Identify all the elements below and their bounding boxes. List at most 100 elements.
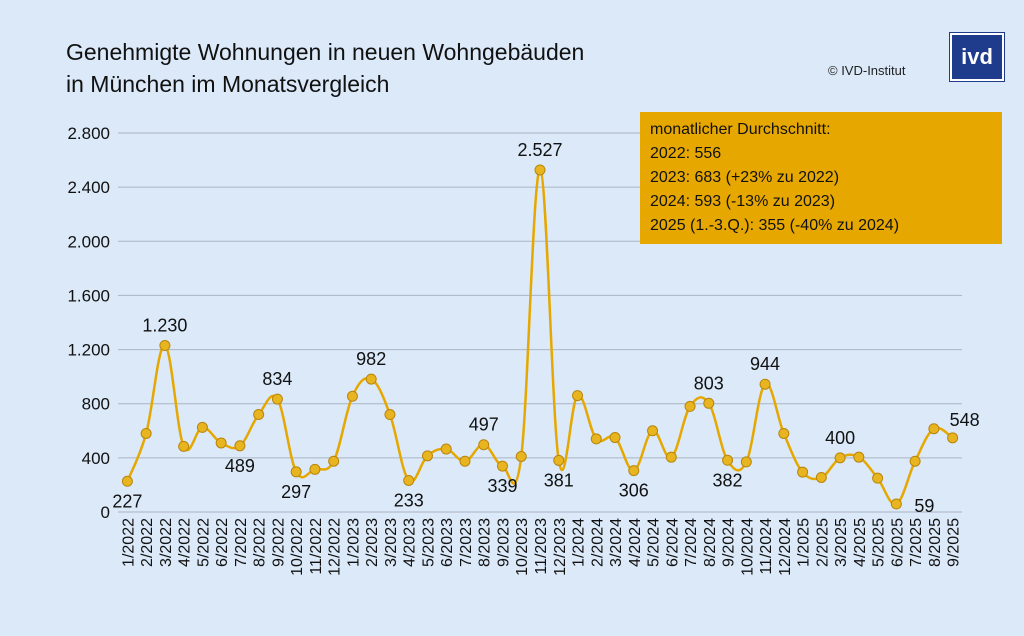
data-point-7-2022 bbox=[234, 440, 246, 452]
data-label: 803 bbox=[694, 373, 724, 393]
x-tick-label: 9/2025 bbox=[946, 518, 963, 567]
x-tick-label: 6/2025 bbox=[889, 518, 906, 567]
data-point-3-2025 bbox=[834, 452, 846, 464]
data-point-8-2025 bbox=[928, 423, 940, 435]
data-label: 297 bbox=[281, 482, 311, 502]
x-tick-label: 11/2024 bbox=[758, 518, 775, 575]
x-tick-label: 2/2024 bbox=[589, 518, 606, 567]
data-label: 548 bbox=[950, 410, 980, 430]
data-label: 944 bbox=[750, 354, 780, 374]
data-point-12-2024 bbox=[778, 427, 790, 439]
x-tick-label: 8/2023 bbox=[477, 518, 494, 567]
x-tick-label: 4/2025 bbox=[852, 518, 869, 567]
x-tick-label: 8/2022 bbox=[252, 518, 269, 567]
data-point-11-2024 bbox=[759, 378, 771, 390]
x-tick-label: 2/2023 bbox=[364, 518, 381, 567]
data-point-9-2025 bbox=[947, 432, 959, 444]
data-point-2-2022 bbox=[140, 427, 152, 439]
data-point-4-2022 bbox=[178, 440, 190, 452]
data-point-9-2023 bbox=[496, 460, 508, 472]
data-point-7-2025 bbox=[909, 455, 921, 467]
average-line-2022: 2022: 556 bbox=[650, 145, 722, 162]
data-point-5-2024 bbox=[647, 425, 659, 437]
data-point-11-2022 bbox=[309, 463, 321, 475]
data-labels: 227 1.230 489 834 297 982 233 497 339 2.527 381 306… bbox=[112, 140, 979, 516]
data-point-8-2022 bbox=[253, 409, 265, 421]
y-axis-tick-labels: 0 400 800 1.200 1.600 2.000 2.400 2.800 bbox=[67, 124, 110, 522]
data-point-1-2023 bbox=[346, 390, 358, 402]
data-label: 834 bbox=[262, 369, 292, 389]
data-point-6-2025 bbox=[890, 498, 902, 510]
average-line-2025: 2025 (1.-3.Q.): 355 (-40% zu 2024) bbox=[650, 217, 900, 234]
x-tick-label: 12/2023 bbox=[552, 518, 569, 576]
data-label: 382 bbox=[713, 470, 743, 490]
data-label: 381 bbox=[544, 470, 574, 490]
ivd-logo: ivd bbox=[950, 33, 1004, 81]
chart-title-line-2: in München im Monatsvergleich bbox=[66, 71, 390, 97]
x-tick-label: 6/2022 bbox=[214, 518, 231, 567]
y-tick-label: 400 bbox=[82, 449, 110, 468]
chart-title-line-1: Genehmigte Wohnungen in neuen Wohngebäud… bbox=[66, 39, 585, 65]
data-label: 233 bbox=[394, 490, 424, 510]
x-tick-label: 5/2022 bbox=[195, 518, 212, 567]
data-point-6-2024 bbox=[665, 451, 677, 463]
x-tick-label: 1/2024 bbox=[571, 518, 588, 567]
data-label: 400 bbox=[825, 428, 855, 448]
x-tick-label: 7/2024 bbox=[683, 518, 700, 567]
data-point-12-2023 bbox=[553, 454, 565, 466]
y-tick-label: 2.400 bbox=[67, 178, 110, 197]
average-line-2024: 2024: 593 (-13% zu 2023) bbox=[650, 193, 836, 210]
average-line-2023: 2023: 683 (+23% zu 2022) bbox=[650, 169, 840, 186]
data-point-12-2022 bbox=[328, 455, 340, 467]
x-tick-label: 10/2022 bbox=[289, 518, 306, 576]
data-label: 339 bbox=[487, 476, 517, 496]
x-tick-label: 6/2023 bbox=[439, 518, 456, 567]
data-label: 227 bbox=[112, 491, 142, 511]
x-tick-label: 12/2024 bbox=[777, 518, 794, 576]
data-point-8-2024 bbox=[703, 397, 715, 409]
y-tick-label: 800 bbox=[82, 395, 110, 414]
x-tick-label: 4/2022 bbox=[177, 518, 194, 567]
data-point-5-2022 bbox=[196, 421, 208, 433]
data-label: 982 bbox=[356, 349, 386, 369]
x-tick-label: 1/2023 bbox=[345, 518, 362, 567]
x-tick-label: 4/2024 bbox=[627, 518, 644, 567]
x-tick-label: 11/2022 bbox=[308, 518, 325, 575]
y-tick-label: 2.000 bbox=[67, 232, 110, 251]
data-points bbox=[121, 164, 959, 510]
data-point-4-2023 bbox=[403, 474, 415, 486]
x-tick-label: 10/2023 bbox=[514, 518, 531, 576]
x-tick-label: 10/2024 bbox=[739, 518, 756, 576]
monthly-average-box: monatlicher Durchschnitt: 2022: 556 2023… bbox=[640, 112, 1002, 244]
y-tick-label: 2.800 bbox=[67, 124, 110, 143]
data-point-3-2022 bbox=[159, 340, 171, 352]
chart-title: Genehmigte Wohnungen in neuen Wohngebäud… bbox=[66, 36, 584, 100]
y-tick-label: 0 bbox=[101, 503, 110, 522]
data-label: 2.527 bbox=[517, 140, 562, 160]
x-tick-label: 8/2025 bbox=[927, 518, 944, 567]
data-point-2-2023 bbox=[365, 373, 377, 385]
data-point-10-2024 bbox=[740, 456, 752, 468]
data-point-2-2025 bbox=[815, 471, 827, 483]
data-point-6-2022 bbox=[215, 437, 227, 449]
x-tick-label: 7/2025 bbox=[908, 518, 925, 567]
x-tick-label: 7/2022 bbox=[233, 518, 250, 567]
data-point-1-2024 bbox=[572, 390, 584, 402]
data-point-3-2024 bbox=[609, 432, 621, 444]
x-axis-tick-labels: 1/2022 2/2022 3/2022 4/2022 5/2022 6/2022 7/20… bbox=[120, 518, 962, 576]
data-point-5-2023 bbox=[421, 450, 433, 462]
x-tick-label: 5/2024 bbox=[646, 518, 663, 567]
data-point-7-2023 bbox=[459, 455, 471, 467]
x-tick-label: 2/2022 bbox=[139, 518, 156, 567]
x-tick-label: 5/2025 bbox=[871, 518, 888, 567]
x-tick-label: 4/2023 bbox=[402, 518, 419, 567]
data-point-10-2022 bbox=[290, 466, 302, 478]
data-point-4-2024 bbox=[628, 465, 640, 477]
x-tick-label: 1/2022 bbox=[120, 518, 137, 567]
x-tick-label: 9/2024 bbox=[721, 518, 738, 567]
data-point-7-2024 bbox=[684, 400, 696, 412]
data-label: 306 bbox=[619, 481, 649, 501]
x-tick-label: 9/2022 bbox=[270, 518, 287, 567]
data-point-11-2023 bbox=[534, 164, 546, 176]
y-tick-label: 1.200 bbox=[67, 341, 110, 360]
